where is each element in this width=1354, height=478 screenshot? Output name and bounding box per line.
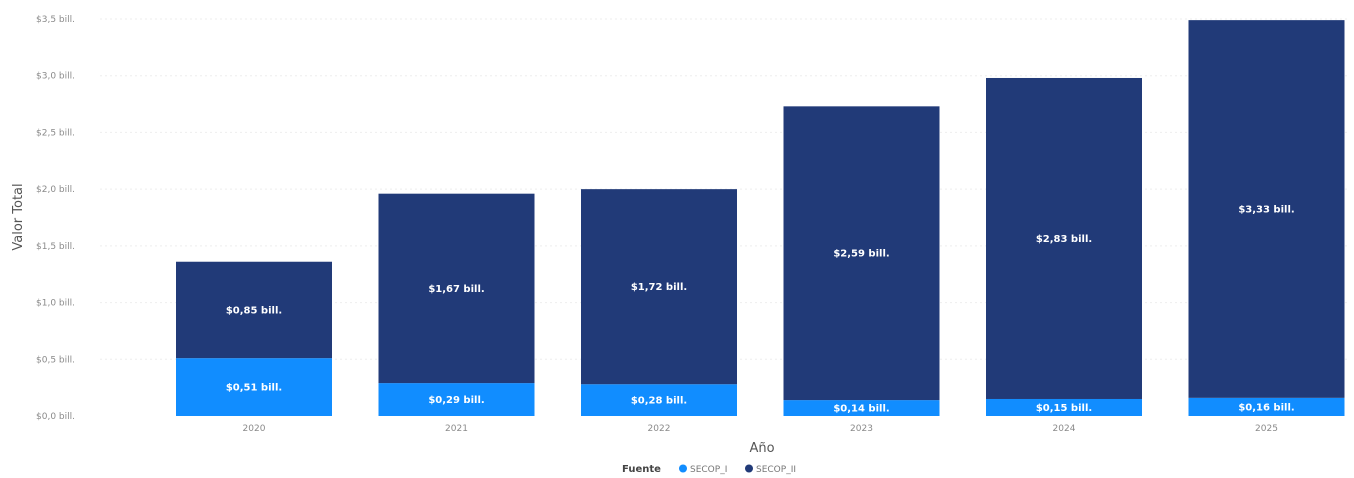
x-tick-label: 2020 xyxy=(243,424,266,434)
bar-segment-secop-i[interactable] xyxy=(581,384,737,416)
y-tick-label: $1,5 bill. xyxy=(36,242,75,252)
x-tick-label: 2024 xyxy=(1053,424,1076,434)
bar-segment-secop-i[interactable] xyxy=(1188,397,1345,416)
data-label: $0,85 bill. xyxy=(226,305,282,316)
y-axis-ticks: $0,0 bill. $0,5 bill. $1,0 bill. $1,5 bill.… xyxy=(36,15,75,422)
data-label: $0,16 bill. xyxy=(1238,402,1294,413)
x-tick-label: 2025 xyxy=(1255,424,1278,434)
bar-segment-secop-i[interactable] xyxy=(378,383,535,416)
x-tick-label: 2022 xyxy=(648,424,671,434)
y-tick-label: $3,0 bill. xyxy=(36,72,75,82)
x-tick-label: 2021 xyxy=(445,424,468,434)
bar-segment-secop-ii[interactable] xyxy=(783,106,940,401)
legend-title: Fuente xyxy=(622,464,661,475)
x-axis-title: Año xyxy=(749,441,774,456)
bar-segment-secop-i[interactable] xyxy=(783,400,940,416)
data-label: $0,28 bill. xyxy=(631,396,687,407)
data-label: $2,59 bill. xyxy=(833,249,889,260)
data-label: $0,14 bill. xyxy=(833,404,889,415)
legend-label-secop-i: SECOP_I xyxy=(690,465,727,475)
data-label: $1,67 bill. xyxy=(428,284,484,295)
legend: Fuente SECOP_I SECOP_II xyxy=(622,464,796,475)
y-tick-label: $1,0 bill. xyxy=(36,299,75,309)
bar-segment-secop-ii[interactable] xyxy=(176,261,332,359)
legend-marker-secop-ii xyxy=(745,464,753,473)
data-label: $3,33 bill. xyxy=(1238,204,1294,215)
y-tick-label: $3,5 bill. xyxy=(36,15,75,25)
bars: $0,51 bill. $0,85 bill. $0,29 bill. $1,67 b… xyxy=(176,20,1345,416)
x-tick-label: 2023 xyxy=(850,424,873,434)
bar-segment-secop-i[interactable] xyxy=(986,398,1142,416)
y-tick-label: $0,5 bill. xyxy=(36,355,75,365)
y-tick-label: $2,5 bill. xyxy=(36,128,75,138)
data-label: $2,83 bill. xyxy=(1036,234,1092,245)
data-label: $0,51 bill. xyxy=(226,383,282,394)
bar-segment-secop-ii[interactable] xyxy=(378,193,535,384)
bar-segment-secop-ii[interactable] xyxy=(1188,20,1345,398)
y-tick-label: $0,0 bill. xyxy=(36,412,75,422)
bar-segment-secop-i[interactable] xyxy=(176,358,332,416)
legend-label-secop-ii: SECOP_II xyxy=(756,465,796,475)
data-label: $1,72 bill. xyxy=(631,282,687,293)
y-axis-title: Valor Total xyxy=(11,183,26,250)
data-label: $0,15 bill. xyxy=(1036,403,1092,414)
bar-segment-secop-ii[interactable] xyxy=(581,189,737,385)
bar-segment-secop-ii[interactable] xyxy=(986,77,1142,399)
data-label: $0,29 bill. xyxy=(428,395,484,406)
x-axis-ticks: 2020 2021 2022 2023 2024 2025 xyxy=(243,424,1278,434)
y-tick-label: $2,0 bill. xyxy=(36,185,75,195)
legend-marker-secop-i xyxy=(679,464,687,473)
